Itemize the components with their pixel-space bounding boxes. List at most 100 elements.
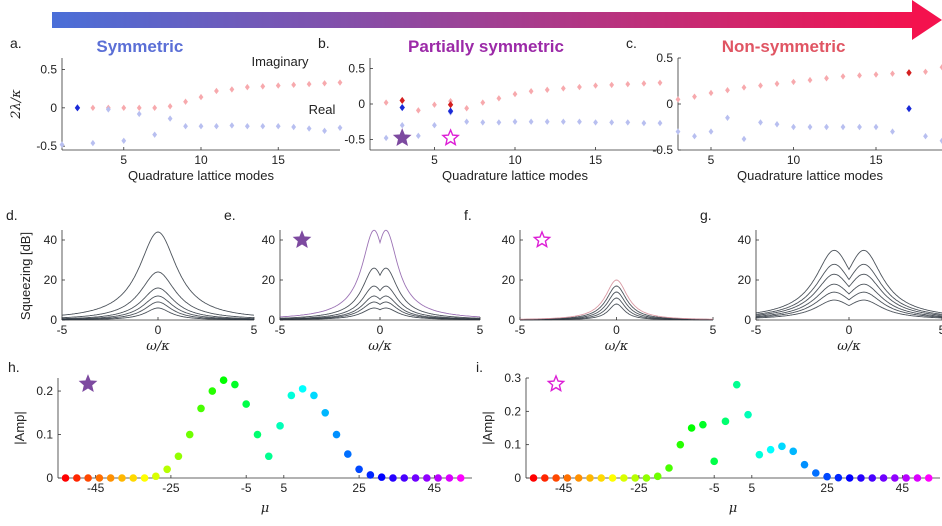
y-tick-label: 0.5 xyxy=(40,63,57,77)
x-tick-label: 5 xyxy=(748,481,755,495)
data-point xyxy=(84,474,92,482)
data-point xyxy=(653,472,662,481)
data-point xyxy=(641,80,647,87)
data-point xyxy=(840,123,846,131)
x-tick-label: 0 xyxy=(377,323,384,337)
series-line xyxy=(279,229,481,318)
x-tick-label: 45 xyxy=(896,481,910,495)
data-point xyxy=(676,440,685,449)
data-point xyxy=(766,445,775,454)
x-tick-label: 10 xyxy=(787,153,801,167)
x-tick-label: -25 xyxy=(162,481,180,495)
panel-b: 5 10 15 -0.5 0 0.5 Partially symmetric b. Quadra… xyxy=(318,35,663,183)
x-axis-label: ω/κ xyxy=(837,339,861,354)
data-point xyxy=(415,107,421,114)
data-point xyxy=(755,450,764,459)
data-point xyxy=(140,474,149,482)
x-tick-label: 0 xyxy=(846,323,853,337)
series-line xyxy=(520,297,713,321)
panel-title: Symmetric xyxy=(96,37,183,56)
data-point xyxy=(174,452,183,461)
data-point xyxy=(411,474,420,482)
data-point xyxy=(544,86,550,94)
data-point xyxy=(197,404,205,413)
data-point xyxy=(857,72,862,79)
data-point xyxy=(118,474,126,482)
y-tick-label: -0.5 xyxy=(344,132,365,146)
panel-label: d. xyxy=(6,207,18,223)
y-tick-label: 0 xyxy=(46,471,53,485)
data-point xyxy=(675,96,681,103)
data-point xyxy=(560,85,566,92)
data-point xyxy=(710,457,718,466)
x-tick-label: 5 xyxy=(477,323,484,337)
filled-star-icon xyxy=(78,374,98,392)
data-point xyxy=(480,119,486,126)
data-point xyxy=(73,474,81,482)
series-line xyxy=(756,283,942,317)
panel-i: -45 -25 -5 5 25 45 0 0.1 0.2 0.3 i. μ |Amp| xyxy=(476,359,940,516)
data-point xyxy=(791,78,796,86)
x-tick-label: -5 xyxy=(275,323,286,337)
data-point xyxy=(321,408,330,417)
data-point xyxy=(675,128,681,135)
data-point xyxy=(692,133,697,140)
data-point xyxy=(642,474,651,482)
data-point xyxy=(529,474,538,482)
data-point xyxy=(275,82,281,89)
data-point xyxy=(129,474,138,482)
panel-g: -50502040g.ω/κ xyxy=(700,207,942,354)
data-point xyxy=(563,474,572,482)
data-point xyxy=(857,474,865,482)
data-point xyxy=(244,123,250,130)
data-point xyxy=(59,141,65,148)
data-point xyxy=(332,430,341,439)
data-point xyxy=(708,128,714,135)
panel-label: f. xyxy=(464,207,472,223)
highlight-point xyxy=(906,69,912,77)
x-tick-label: 5 xyxy=(120,153,127,167)
highlight-point xyxy=(447,107,454,115)
data-point xyxy=(913,474,922,482)
data-point xyxy=(322,80,327,87)
x-axis-label: ω/κ xyxy=(605,339,629,354)
data-point xyxy=(298,385,307,393)
series-line xyxy=(62,307,254,321)
panel-label: c. xyxy=(626,35,637,51)
panel-label: h. xyxy=(8,359,20,375)
data-point xyxy=(665,464,673,472)
x-tick-label: -5 xyxy=(241,481,252,495)
y-tick-label: 20 xyxy=(502,273,516,287)
data-point xyxy=(136,110,142,118)
data-point xyxy=(939,137,942,144)
data-point xyxy=(873,123,879,131)
data-point xyxy=(512,118,518,125)
data-point xyxy=(61,474,70,482)
data-point xyxy=(699,420,707,429)
data-point xyxy=(692,93,697,100)
x-tick-label: 15 xyxy=(869,153,883,167)
data-point xyxy=(306,125,312,132)
x-axis-label: ω/κ xyxy=(146,339,170,354)
data-point xyxy=(890,70,895,77)
panel-label: e. xyxy=(224,207,236,223)
data-point xyxy=(276,422,284,430)
x-tick-label: 5 xyxy=(939,323,942,337)
panel-label: a. xyxy=(10,35,22,51)
data-point xyxy=(136,104,142,112)
data-point xyxy=(725,114,730,121)
data-point xyxy=(512,90,518,98)
panel-label: i. xyxy=(476,359,483,375)
data-point xyxy=(597,474,606,482)
y-tick-label: 0 xyxy=(50,101,57,115)
panel-label: b. xyxy=(318,35,330,51)
data-point xyxy=(577,118,582,125)
x-tick-label: -45 xyxy=(555,481,573,495)
x-tick-label: 5 xyxy=(431,153,438,167)
data-point xyxy=(242,400,250,408)
x-tick-label: -25 xyxy=(630,481,648,495)
y-tick-label: 0 xyxy=(666,97,673,111)
data-point xyxy=(310,391,318,400)
